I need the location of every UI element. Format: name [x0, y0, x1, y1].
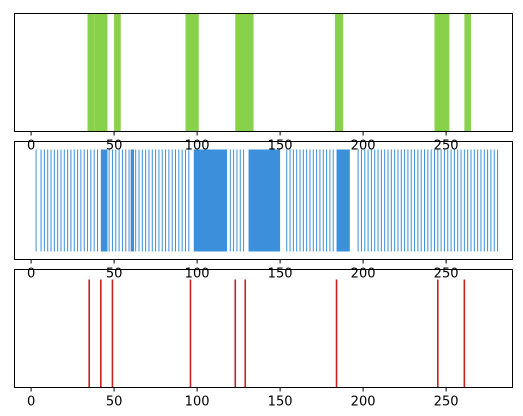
panel-3-x-tick-label-1: 0: [27, 395, 35, 410]
panel-3-x-tick-label-4: 150: [268, 395, 293, 410]
panel-1-bar-5: [235, 13, 254, 132]
panel-2-x-tick-label-6: 250: [434, 267, 459, 282]
panel-2-x-tick-label-2: 50: [106, 267, 123, 282]
panel-1: 0 50 100 150 200 250: [14, 13, 513, 154]
panel-2-x-tick-label-3: 100: [185, 267, 210, 282]
panel-2-dense-band-5: [336, 149, 350, 252]
panel-3: 0 50 100 150 200 250: [14, 269, 513, 410]
panel-1-x-tick-label-1: 0: [27, 139, 35, 154]
panel-3-x-tick-label-3: 100: [185, 395, 210, 410]
panel-1-x-tick-label-6: 250: [434, 139, 459, 154]
panel-1-bar-1: [87, 13, 95, 132]
panel-1-axes-frame: [14, 13, 513, 132]
panel-3-x-tick-label-2: 50: [106, 395, 123, 410]
panel-1-bar-7: [434, 13, 450, 132]
panel-1-bar-8: [464, 13, 471, 132]
panel-2-axes-frame: [14, 141, 513, 260]
panel-1-x-tick-label-2: 50: [106, 139, 123, 154]
panel-2-dense-band-3: [193, 149, 227, 252]
panel-1-x-tick-label-5: 200: [351, 139, 376, 154]
panel-2-dense-band-4: [248, 149, 281, 252]
panel-1-bar-6: [334, 13, 344, 132]
panel-3-x-tick-label-5: 200: [351, 395, 376, 410]
panel-3-axes-frame: [14, 269, 513, 388]
panel-2: 0 50 100 150 200 250: [14, 141, 513, 282]
panel-1-bar-2: [94, 13, 108, 132]
panel-2-x-tick-label-1: 0: [27, 267, 35, 282]
panel-1-bar-4: [185, 13, 199, 132]
panel-2-x-tick-label-4: 150: [268, 267, 293, 282]
panel-2-dense-band-1: [100, 149, 108, 252]
panel-1-bar-3: [114, 13, 121, 132]
panel-3-x-tick-label-6: 250: [434, 395, 459, 410]
panel-2-x-tick-label-5: 200: [351, 267, 376, 282]
